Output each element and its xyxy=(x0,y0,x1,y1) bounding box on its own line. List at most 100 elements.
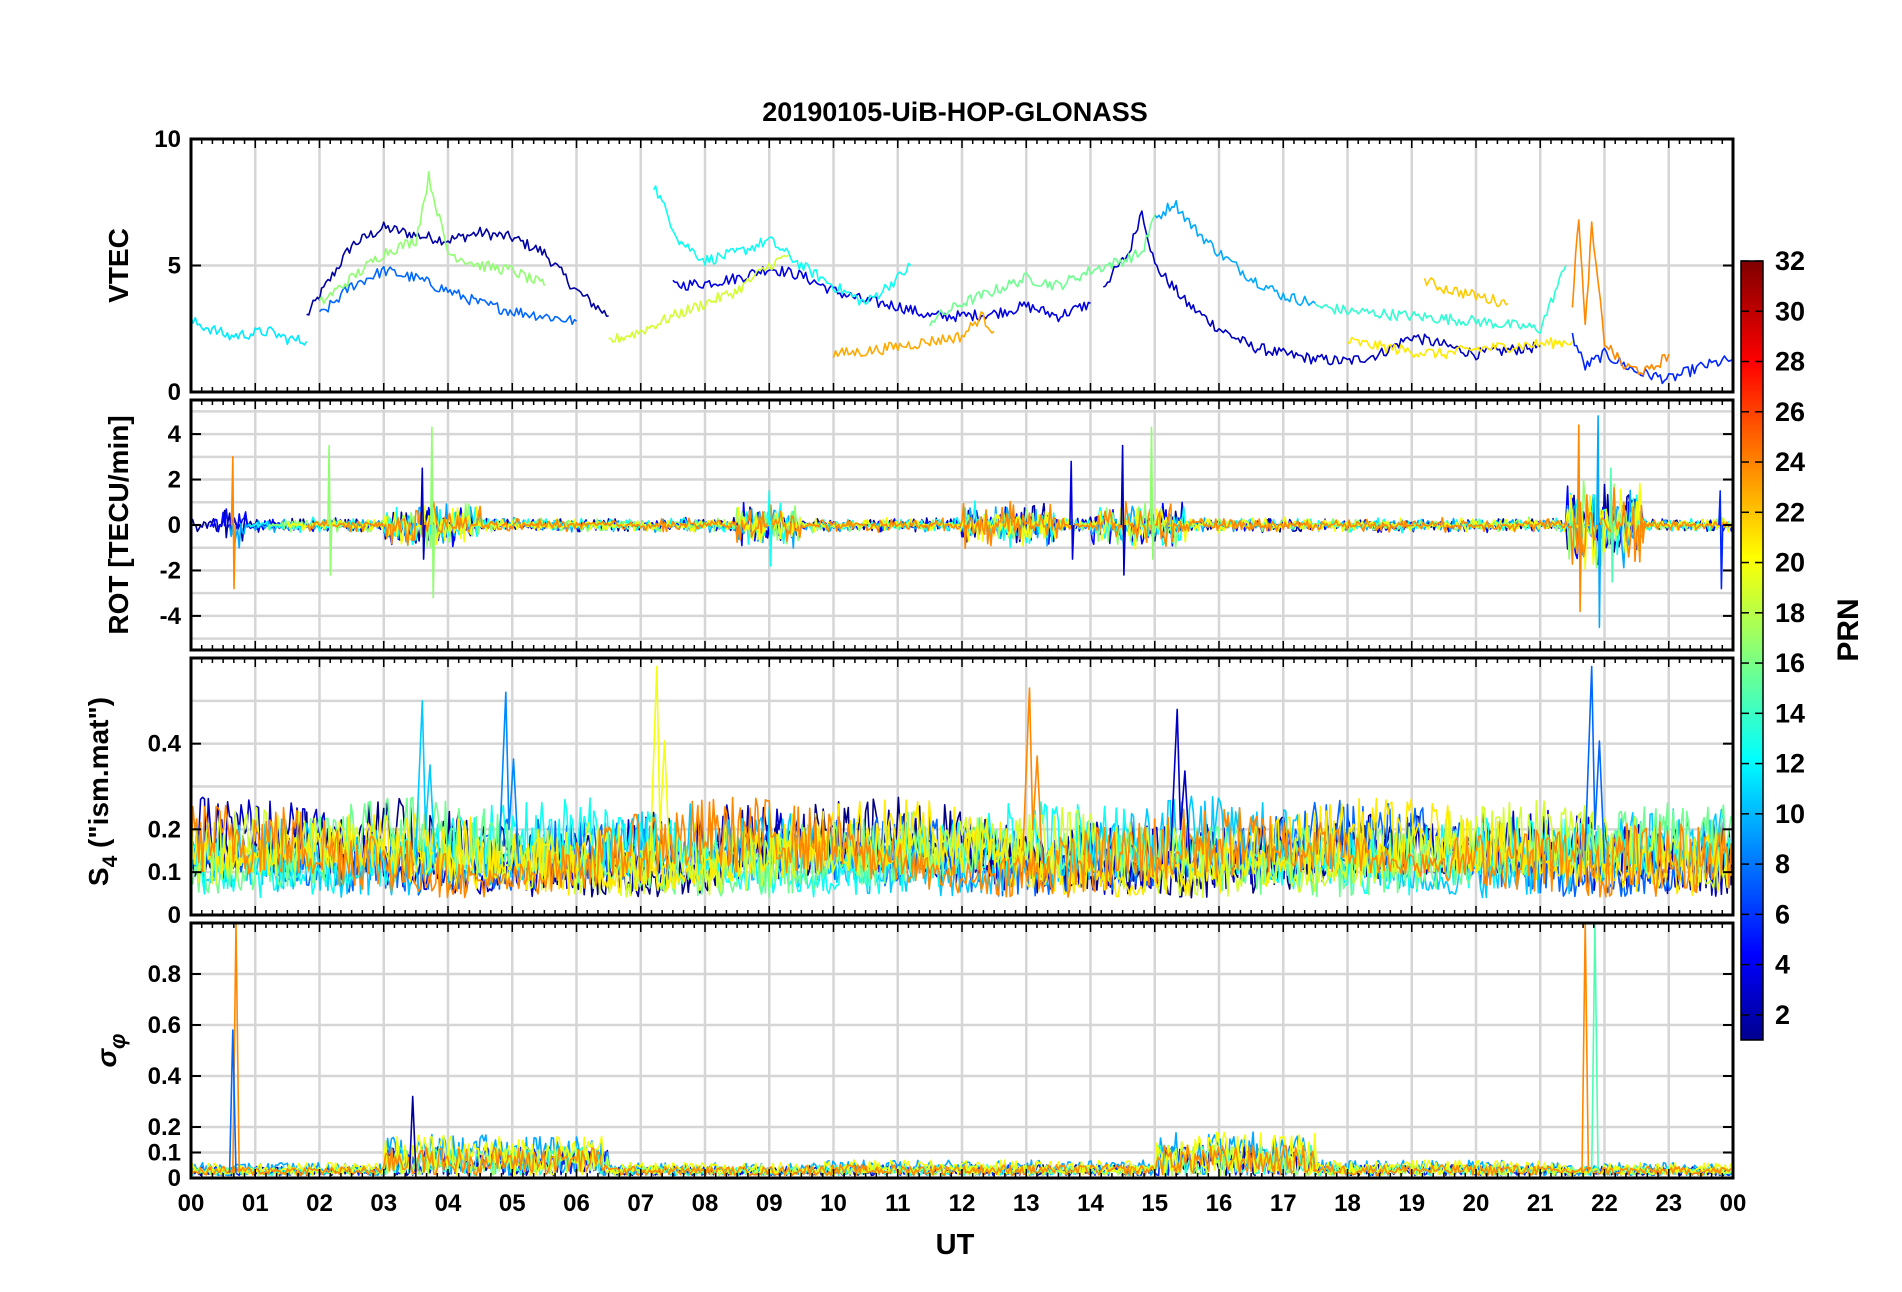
rot-series-prn-24 xyxy=(306,487,1733,565)
vtec-series-prn-19 xyxy=(608,254,789,344)
x-axis-label: UT xyxy=(936,1229,975,1261)
rot-spike-5 xyxy=(1069,460,1075,560)
vtec-series-prn-8 xyxy=(318,265,577,326)
colorbar-tick-label: 28 xyxy=(1775,347,1805,377)
s4-peak-3 xyxy=(1022,687,1044,864)
vtec-series-prn-2 xyxy=(306,221,609,317)
y-axis-label-vtec: VTEC xyxy=(103,228,134,303)
y-tick-label: 10 xyxy=(154,126,181,153)
colorbar-tick-label: 30 xyxy=(1775,296,1805,326)
colorbar-tick-label: 10 xyxy=(1775,799,1805,829)
vtec-series-prn-12 xyxy=(191,316,308,346)
y-axis-label-s4: S4 ("ism.mat") xyxy=(83,697,122,886)
colorbar-tick-label: 14 xyxy=(1775,698,1805,728)
vtec-series-prn-10 xyxy=(1154,199,1316,307)
x-tick-label: 04 xyxy=(435,1190,462,1217)
panel-vtec-data xyxy=(191,171,1733,385)
y-axis-label-sigma: σφ xyxy=(91,1033,130,1067)
x-tick-label: 16 xyxy=(1206,1190,1233,1217)
colorbar-tick-label: 6 xyxy=(1775,899,1790,929)
x-tick-label: 01 xyxy=(242,1190,269,1217)
x-tick-label: 05 xyxy=(499,1190,526,1217)
y-tick-label: 5 xyxy=(168,253,181,280)
x-tick-label: 22 xyxy=(1591,1190,1618,1217)
x-tick-label: 09 xyxy=(756,1190,783,1217)
rot-spike-4 xyxy=(767,490,773,567)
y-tick-label: 0.2 xyxy=(148,1114,181,1141)
y-tick-label: 0.1 xyxy=(148,859,181,886)
vtec-series-prn-13 xyxy=(652,185,912,306)
colorbar-tick-label: 16 xyxy=(1775,648,1805,678)
y-tick-label: 0.6 xyxy=(148,1012,181,1039)
y-tick-label: 0 xyxy=(168,512,181,539)
rot-spike-11 xyxy=(1718,490,1724,590)
x-tick-label: 20 xyxy=(1463,1190,1490,1217)
x-tick-label: 02 xyxy=(306,1190,333,1217)
y-tick-label: 0 xyxy=(168,1165,181,1192)
vtec-series-prn-4 xyxy=(672,265,1091,323)
colorbar-tick-label: 18 xyxy=(1775,598,1805,628)
colorbar-tick-label: 2 xyxy=(1775,1000,1790,1030)
colorbar-label: PRN xyxy=(1832,598,1865,661)
y-tick-label: 0.8 xyxy=(148,961,181,988)
panel-s4: 0 0.1 0.2 0.4 S4 ("ism.mat") xyxy=(83,656,1735,929)
x-tick-label: 19 xyxy=(1398,1190,1425,1217)
chart-title: 20190105-UiB-HOP-GLONASS xyxy=(762,97,1148,127)
y-tick-label: 0 xyxy=(168,379,181,406)
rot-spike-9 xyxy=(1596,415,1602,629)
x-tick-label: 13 xyxy=(1013,1190,1040,1217)
vtec-series-prn-17 xyxy=(318,171,546,305)
y-axis-label-rot: ROT [TECU/min] xyxy=(103,415,134,634)
rot-series-prn-17 xyxy=(267,479,1733,569)
y-tick-label: 0 xyxy=(168,902,181,929)
x-tick-label: 10 xyxy=(820,1190,847,1217)
x-tick-label: 23 xyxy=(1655,1190,1682,1217)
panel-sigma_phi: 00.10.2 0.4 0.6 0.8 σφ xyxy=(91,921,1735,1192)
x-tick-label: 14 xyxy=(1077,1190,1104,1217)
rot-spike-8 xyxy=(1576,424,1583,613)
x-tick-label: 18 xyxy=(1334,1190,1361,1217)
colorbar-tick-label: 32 xyxy=(1775,246,1805,276)
y-tick-label: 4 xyxy=(168,421,182,448)
x-tick-label: 17 xyxy=(1270,1190,1297,1217)
panel-rot-data xyxy=(191,415,1733,629)
rot-spike-1 xyxy=(327,444,333,576)
x-tick-label: 21 xyxy=(1527,1190,1554,1217)
s4-peak-1 xyxy=(498,691,520,864)
sigma-series-prn-20 xyxy=(191,1131,1732,1177)
colorbar-tick-label: 22 xyxy=(1775,497,1805,527)
x-tick-label: 07 xyxy=(627,1190,654,1217)
s4-peak-0 xyxy=(415,700,436,864)
y-tick-label: -4 xyxy=(160,603,182,630)
vtec-series-prn-3 xyxy=(1102,210,1541,366)
rot-spike-7 xyxy=(1149,426,1155,560)
sigma-peak-2 xyxy=(408,1095,417,1173)
x-axis-tick-labels: 00 01 02 03 04 05 06 07 08 09 10 11 12 13 14 15 16 17 18 19… xyxy=(178,1190,1747,1217)
vtec-series-prn-24 xyxy=(1571,219,1670,376)
rot-spike-3 xyxy=(420,467,426,560)
rot-spike-2 xyxy=(429,426,436,599)
sigma-series-prn-24 xyxy=(191,1144,1732,1177)
x-tick-label: 03 xyxy=(370,1190,397,1217)
x-tick-label: 08 xyxy=(692,1190,719,1217)
panel-s4-data xyxy=(191,665,1732,899)
colorbar xyxy=(1740,260,1764,1041)
y-tick-label: 0.4 xyxy=(148,731,182,758)
x-tick-label: 11 xyxy=(885,1190,910,1217)
colorbar-tick-label: 4 xyxy=(1775,950,1790,980)
vtec-series-prn-21 xyxy=(1347,336,1574,360)
y-tick-label: -2 xyxy=(160,557,181,584)
s4-series-prn-24 xyxy=(191,796,1732,899)
sigma-peak-4 xyxy=(1590,923,1599,1173)
colorbar-tick-label: 12 xyxy=(1775,749,1805,779)
sigma-peak-1 xyxy=(228,1029,237,1173)
y-tick-label: 2 xyxy=(168,467,181,494)
sigma-peak-3 xyxy=(1581,923,1590,1173)
y-tick-label: 0.1 xyxy=(148,1140,181,1167)
colorbar-tick-label: 26 xyxy=(1775,397,1805,427)
colorbar-tick-label: 8 xyxy=(1775,849,1790,879)
s4-peak-4 xyxy=(1170,708,1191,864)
